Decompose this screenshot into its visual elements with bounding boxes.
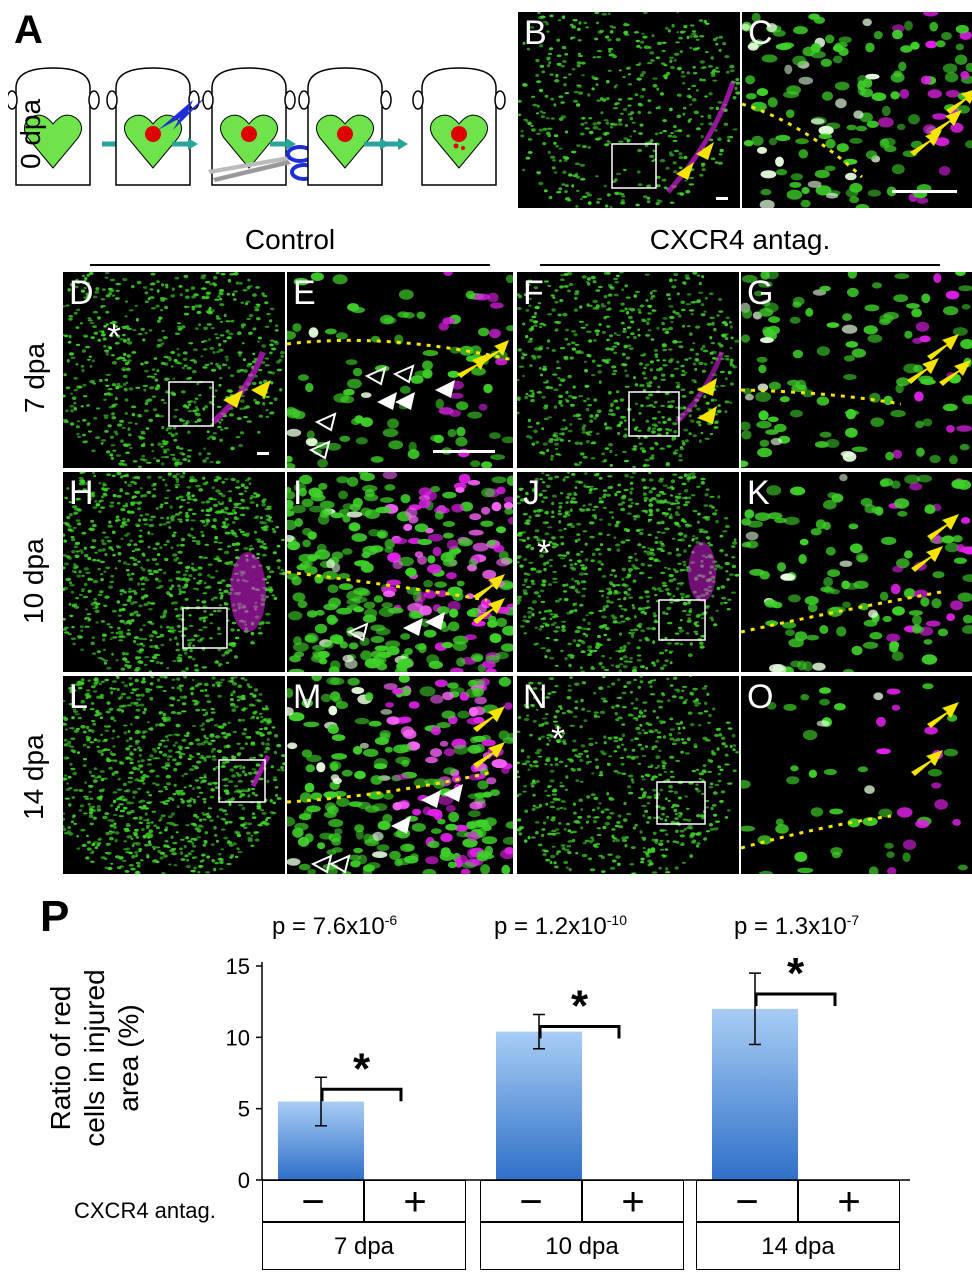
heart-injury-schematic <box>8 67 506 186</box>
p-value-10dpa: p = 1.2x10-10 <box>494 912 627 940</box>
control-underline <box>90 264 490 266</box>
panel-g-letter: G <box>747 274 774 312</box>
y-tick-label-3: 15 <box>226 954 250 979</box>
panel-c-micrograph: C <box>742 12 972 208</box>
panel-n-letter: N <box>523 678 548 716</box>
group-label-control: Control <box>244 224 336 255</box>
fish-stage-4 <box>298 67 392 186</box>
group-cell-1: 10 dpa <box>480 1222 684 1270</box>
significance-bracket-1 <box>538 1025 621 1039</box>
arrow-2 <box>172 138 198 150</box>
panel-p-letter: P <box>40 892 70 941</box>
panel-j-micrograph: J * <box>517 472 739 672</box>
panel-l-micrograph: L <box>63 676 285 874</box>
panel-n-micrograph: N * <box>517 676 739 874</box>
condition-cell-plus-2: + <box>798 1180 900 1223</box>
cxcr4-underline <box>540 264 940 266</box>
p-value-14dpa: p = 1.3x10-7 <box>734 912 860 940</box>
asterisk-d: * <box>107 316 122 357</box>
panel-b-letter: B <box>524 14 547 52</box>
bar-10dpa-minus <box>496 1031 582 1180</box>
panel-g-micrograph: G <box>741 272 972 468</box>
laser-bolt-icon <box>158 90 213 130</box>
fish-stage-3 <box>202 67 296 186</box>
panel-h-micrograph: H <box>63 472 285 672</box>
group-label-cxcr4: CXCR4 antag. <box>649 224 831 255</box>
panel-k-letter: K <box>747 474 770 512</box>
panel-c-letter: C <box>748 14 773 52</box>
panel-d-letter: D <box>69 274 94 312</box>
condition-cell-minus-1: − <box>480 1180 582 1223</box>
y-tick-label-1: 5 <box>238 1097 250 1122</box>
row-label-7dpa: 7 dpa <box>19 342 50 413</box>
row-label-14dpa: 14 dpa <box>18 734 49 820</box>
panel-f-letter: F <box>523 274 544 312</box>
significance-bracket-0 <box>320 1087 403 1102</box>
condition-cell-plus-1: + <box>582 1180 684 1223</box>
y-tick-label-0: 0 <box>238 1168 250 1190</box>
panel-o-micrograph: O <box>741 676 972 874</box>
fish-stage-5 <box>412 67 506 186</box>
panel-e-letter: E <box>293 274 316 312</box>
condition-cell-minus-2: − <box>696 1180 798 1223</box>
row-label-0dpa: 0 dpa <box>15 98 46 169</box>
arrow-4 <box>364 138 408 150</box>
asterisk-j: * <box>537 532 552 573</box>
ylabel-line-2: cells in injured <box>79 969 110 1147</box>
panel-i-micrograph: I <box>287 472 513 672</box>
significance-asterisk-1: * <box>571 982 589 1031</box>
panel-j-letter: J <box>523 474 540 512</box>
group-cell-2: 14 dpa <box>696 1222 900 1270</box>
panel-h-letter: H <box>69 474 94 512</box>
panel-e-micrograph: E <box>287 272 513 468</box>
bar-chart: 0 5 10 15 * * * <box>226 950 910 1190</box>
panel-d-micrograph: D * <box>63 272 285 468</box>
arrow-3 <box>270 138 296 150</box>
panel-a-letter: A <box>14 8 43 52</box>
significance-asterisk-0: * <box>353 1044 371 1093</box>
panel-l-letter: L <box>69 678 88 716</box>
panel-i-letter: I <box>293 474 303 512</box>
y-tick-label-2: 10 <box>226 1025 250 1050</box>
panel-k-micrograph: K <box>741 472 972 672</box>
significance-bracket-2 <box>754 992 837 1006</box>
row-label-10dpa: 10 dpa <box>18 538 49 624</box>
ylabel-line-1: Ratio of red <box>45 985 76 1131</box>
condition-cell-plus-0: + <box>364 1180 466 1223</box>
group-cell-0: 7 dpa <box>262 1222 466 1270</box>
significance-asterisk-2: * <box>787 950 805 998</box>
panel-m-micrograph: M <box>287 676 513 874</box>
y-axis-label: Ratio of red cells in injured area (%) <box>40 938 200 1178</box>
panel-m-letter: M <box>293 678 322 716</box>
condition-cell-minus-0: − <box>262 1180 364 1223</box>
panel-f-micrograph: F <box>517 272 739 468</box>
p-value-7dpa: p = 7.6x10-6 <box>272 912 398 940</box>
ylabel-line-3: area (%) <box>113 1004 144 1112</box>
asterisk-n: * <box>551 718 566 759</box>
fish-stage-2 <box>106 67 200 186</box>
condition-row-label: CXCR4 antag. <box>74 1198 216 1223</box>
panel-b-micrograph: B <box>518 12 740 208</box>
panel-o-letter: O <box>747 678 774 716</box>
